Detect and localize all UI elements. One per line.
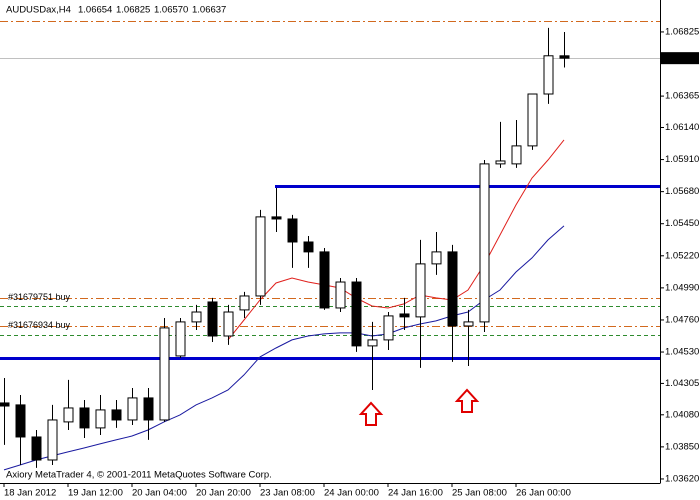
candle-body: [15, 404, 26, 438]
candle-body: [319, 251, 330, 309]
candle-body: [111, 409, 122, 421]
candle-body: [431, 251, 442, 265]
candle-body: [207, 301, 218, 337]
candle-body: [255, 216, 266, 297]
footer: Axiory MetaTrader 4, © 2001-2011 MetaQuo…: [6, 470, 272, 481]
candle-body: [79, 407, 90, 429]
candle-body: [127, 397, 138, 421]
candle-body: [383, 315, 394, 341]
y-tick-label: 1.04305: [665, 378, 699, 389]
candle-body: [47, 419, 58, 461]
y-tick-label: 1.06140: [665, 122, 699, 133]
candle-body: [143, 397, 154, 421]
x-tick-label: 26 Jan 00:00: [516, 488, 571, 499]
candle-body: [479, 163, 490, 323]
candle-body: [447, 251, 458, 327]
y-tick-label: 1.05220: [665, 250, 699, 261]
y-tick-label: 1.04080: [665, 409, 699, 420]
candle-body: [415, 263, 426, 318]
candle-body: [303, 241, 314, 253]
high-label: 1.06825: [116, 5, 150, 16]
x-tick-label: 23 Jan 08:00: [260, 488, 315, 499]
candle-body: [239, 295, 250, 311]
x-tick-label: 20 Jan 04:00: [132, 488, 187, 499]
x-tick-label: 19 Jan 12:00: [68, 488, 123, 499]
current-price-label: 1.06637: [664, 53, 698, 64]
candle-body: [223, 311, 234, 337]
x-tick-label: 18 Jan 2012: [4, 488, 56, 499]
candle-body: [367, 339, 378, 347]
y-tick-label: 1.06365: [665, 91, 699, 102]
y-tick-label: 1.04530: [665, 347, 699, 358]
candle-body: [527, 93, 538, 147]
close-label: 1.06637: [192, 5, 226, 16]
candle-body: [175, 321, 186, 357]
candle-body: [271, 216, 282, 220]
moving-average: [3, 225, 565, 471]
candle-body: [31, 436, 42, 461]
candle-body: [159, 327, 170, 421]
order-label: #31676934 buy: [8, 320, 71, 330]
y-tick-label: 1.03850: [665, 441, 699, 452]
signal-arrow: [358, 401, 384, 426]
candle-body: [399, 313, 410, 318]
x-tick-label: 25 Jan 08:00: [452, 488, 507, 499]
candle-body: [463, 321, 474, 327]
y-tick-label: 1.05450: [665, 218, 699, 229]
y-tick-label: 1.04990: [665, 282, 699, 293]
signal-arrow: [454, 388, 480, 413]
open-label: 1.06654: [78, 5, 112, 16]
low-label: 1.06570: [154, 5, 188, 16]
candle-body: [287, 218, 298, 243]
current-price-box: [661, 52, 699, 65]
candle-body: [95, 409, 106, 429]
y-tick-label: 1.06825: [665, 26, 699, 37]
candle-body: [495, 160, 506, 165]
candle-body: [559, 55, 570, 59]
candle-body: [0, 402, 10, 407]
order-label: #31679751 buy: [8, 292, 71, 302]
y-tick-label: 1.03620: [665, 473, 699, 484]
x-tick-label: 20 Jan 20:00: [196, 488, 251, 499]
y-tick-label: 1.05680: [665, 186, 699, 197]
candle-body: [543, 55, 554, 95]
x-tick-label: 24 Jan 16:00: [388, 488, 443, 499]
symbol: AUDUSDax,H4: [6, 5, 71, 16]
candle-body: [351, 281, 362, 347]
candle-body: [63, 407, 74, 423]
y-tick-label: 1.04760: [665, 314, 699, 325]
x-tick-label: 24 Jan 00:00: [324, 488, 379, 499]
y-tick-label: 1.05910: [665, 154, 699, 165]
moving-average: [227, 139, 565, 341]
candle-body: [511, 145, 522, 165]
candle-body: [191, 311, 202, 323]
candle-body: [335, 281, 346, 309]
plot-area: #31679751 buy #31676934 buy: [0, 21, 660, 471]
